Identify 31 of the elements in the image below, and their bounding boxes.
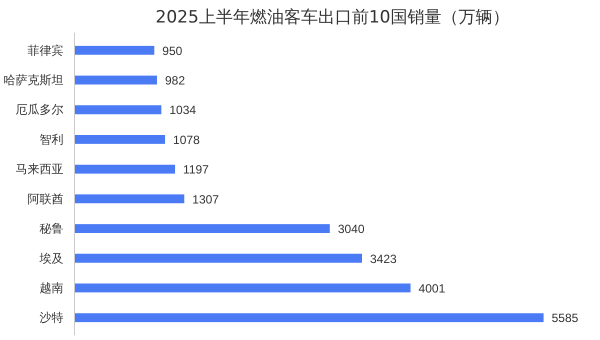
bar [74, 164, 176, 174]
data-label: 950 [162, 44, 183, 58]
data-label: 1034 [169, 103, 196, 118]
data-label: 5585 [552, 311, 579, 326]
bar [74, 194, 184, 204]
data-label: 1197 [183, 162, 210, 177]
bar [74, 105, 162, 114]
y-tick-label: 沙特 [40, 310, 64, 325]
y-tick-label: 哈萨克斯坦 [4, 73, 64, 88]
bar [74, 224, 330, 234]
chart-title: 2025上半年燃油客车出口前10国销量（万辆） [156, 8, 510, 28]
data-label: 4001 [418, 281, 446, 296]
data-label: 1078 [173, 132, 200, 147]
data-label: 3423 [370, 252, 398, 266]
y-tick-label: 越南 [40, 280, 64, 295]
bar [74, 313, 544, 322]
y-tick-label: 厄瓜多尔 [16, 102, 64, 117]
y-tick-label: 马来西亚 [16, 162, 64, 176]
bar [74, 284, 411, 292]
bar [74, 76, 157, 84]
y-tick-label: 埃及 [38, 251, 64, 266]
y-tick-label: 智利 [40, 132, 64, 146]
bar [74, 134, 166, 144]
y-tick-label: 秘鲁 [40, 222, 64, 236]
bar [74, 254, 362, 263]
y-tick-label: 阿联酋 [28, 192, 64, 206]
y-tick-label: 菲律宾 [28, 43, 64, 58]
data-label: 1307 [192, 192, 220, 206]
bar [74, 46, 154, 55]
data-label: 982 [164, 74, 186, 88]
data-label: 3040 [338, 222, 365, 236]
